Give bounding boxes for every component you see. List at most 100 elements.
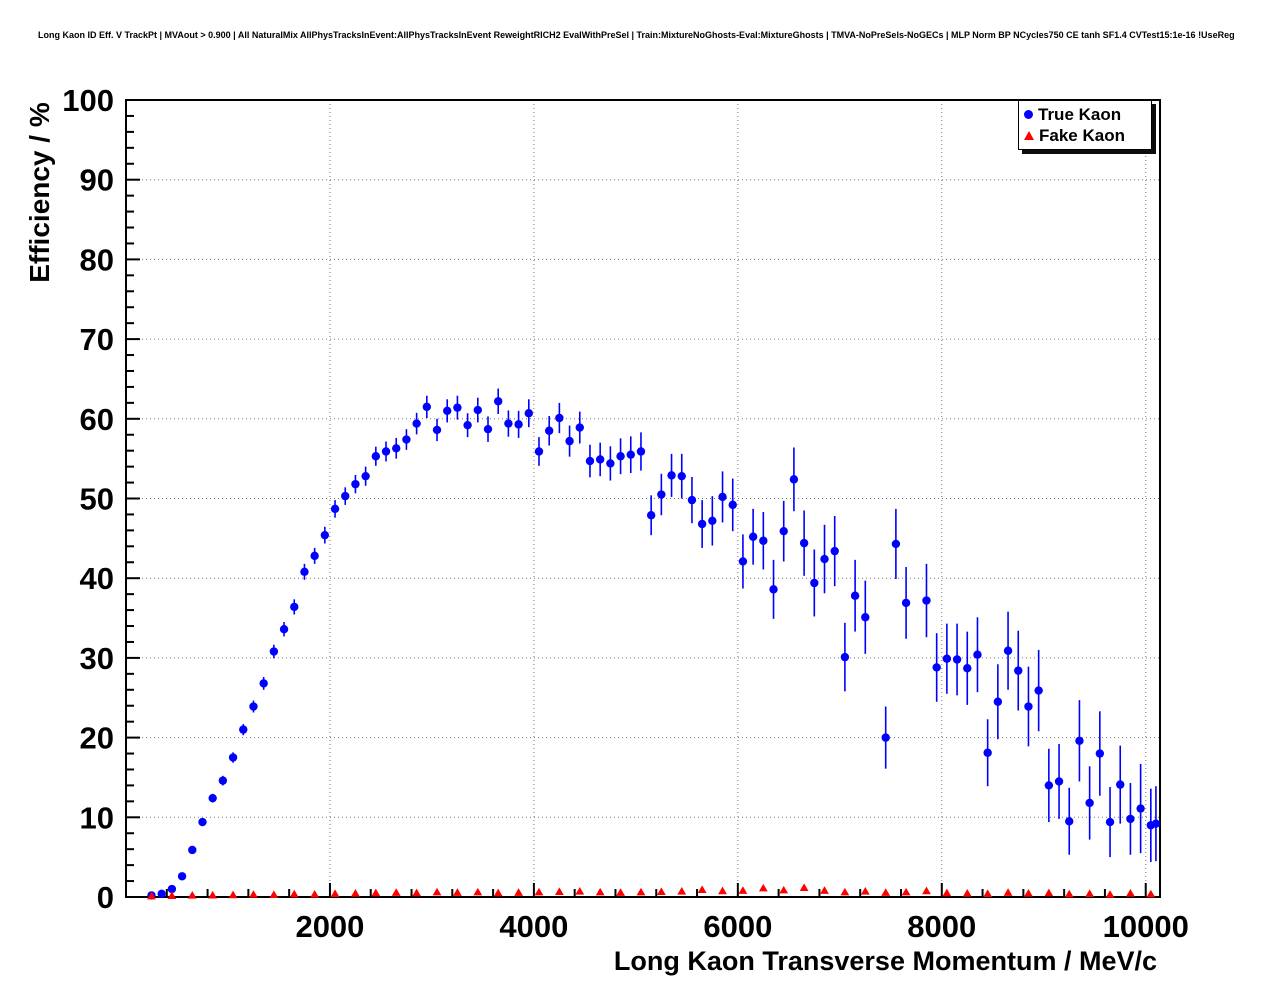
true-kaon-point <box>789 475 799 484</box>
y-tick-label: 50 <box>80 482 114 517</box>
true-kaon-point <box>320 530 330 540</box>
fake-kaon-point <box>575 887 585 895</box>
true-kaon-point <box>544 426 554 435</box>
fake-kaon-point <box>820 886 829 894</box>
true-kaon-point <box>443 406 452 416</box>
fake-kaon-point <box>677 887 687 895</box>
true-kaon-point <box>718 492 727 502</box>
true-kaon-point <box>1014 666 1023 675</box>
true-kaon-point <box>514 420 523 429</box>
fake-kaon-point <box>330 889 340 898</box>
true-kaon-point <box>738 557 748 566</box>
fake-kaon-point <box>167 891 177 900</box>
fake-kaon-point <box>595 887 605 896</box>
x-tick-label: 4000 <box>499 909 568 944</box>
true-kaon-point <box>483 424 493 434</box>
true-kaon-point <box>820 554 829 564</box>
fake-kaon-point <box>697 885 707 894</box>
fake-kaon-point <box>473 887 483 896</box>
true-kaon-point <box>952 655 962 664</box>
true-kaon-point <box>351 479 360 489</box>
true-kaon-point <box>239 725 248 734</box>
true-kaon-point <box>279 625 289 634</box>
y-tick-label: 100 <box>62 83 114 118</box>
true-kaon-point <box>697 519 707 529</box>
true-kaon-point <box>636 447 646 456</box>
true-kaon-point <box>769 585 778 594</box>
true-kaon-point <box>157 889 166 899</box>
legend-entry-fake-kaon: Fake Kaon <box>1019 126 1151 146</box>
true-kaon-point <box>402 435 411 444</box>
true-kaon-point <box>810 578 819 588</box>
true-kaon-point <box>973 650 982 659</box>
true-kaon-point <box>330 504 340 514</box>
fake-kaon-point <box>534 887 544 896</box>
true-kaon-point <box>392 444 401 453</box>
true-kaon-point <box>575 423 584 432</box>
true-kaon-point <box>177 872 187 881</box>
true-kaon-point <box>840 652 850 662</box>
true-kaon-point <box>534 447 544 456</box>
y-tick-label: 80 <box>80 242 114 277</box>
fake-kaon-point <box>1085 889 1095 898</box>
fake-kaon-point <box>412 888 422 897</box>
true-kaon-point <box>463 420 472 430</box>
true-kaon-point <box>1085 798 1094 808</box>
y-tick-label: 20 <box>80 721 114 756</box>
true-kaon-point <box>218 776 228 785</box>
x-tick-label: 10000 <box>1103 909 1189 944</box>
fake-kaon-point <box>391 888 401 896</box>
fake-kaon-point <box>738 886 748 894</box>
fake-kaon-point <box>718 886 727 895</box>
true-kaon-point <box>432 425 442 435</box>
fake-kaon-point <box>310 890 320 898</box>
fake-kaon-point <box>922 886 931 895</box>
y-tick-label: 30 <box>80 641 114 676</box>
fake-kaon-point <box>249 890 258 898</box>
true-kaon-point <box>524 409 533 418</box>
legend-entry-true-kaon: True Kaon <box>1019 104 1151 124</box>
true-kaon-point <box>341 491 350 501</box>
fake-kaon-point <box>636 887 646 896</box>
fake-kaon-point <box>962 889 972 897</box>
fake-kaon-point <box>881 888 891 896</box>
true-kaon-point <box>1075 736 1084 745</box>
true-kaon-point <box>1024 702 1033 711</box>
true-kaon-point <box>504 419 513 428</box>
true-kaon-point <box>626 450 635 459</box>
fake-kaon-point <box>901 887 911 896</box>
fake-kaon-point <box>656 887 666 896</box>
fake-kaon-point <box>208 890 218 899</box>
fake-kaon-point <box>554 887 564 896</box>
true-kaon-point <box>850 591 860 600</box>
fake-kaon-point <box>1064 889 1074 898</box>
fake-kaon-point <box>1105 890 1115 898</box>
fake-kaon-point <box>860 887 870 895</box>
x-tick-label: 6000 <box>703 909 772 944</box>
true-kaon-point <box>259 679 268 688</box>
fake-kaon-point <box>147 891 156 900</box>
true-kaon-point <box>371 452 381 461</box>
fake-kaon-point <box>432 887 442 896</box>
y-tick-label: 90 <box>80 163 114 198</box>
true-kaon-point <box>1044 781 1054 790</box>
true-kaon-point <box>748 532 758 541</box>
x-tick-label: 2000 <box>295 909 364 944</box>
y-tick-label: 40 <box>80 561 114 596</box>
legend: True Kaon Fake Kaon <box>1018 100 1152 150</box>
true-kaon-point <box>1065 817 1074 826</box>
true-kaon-point <box>677 471 686 481</box>
true-kaon-point <box>269 647 279 656</box>
true-kaon-point <box>412 419 421 428</box>
true-kaon-point <box>657 490 666 499</box>
true-kaon-point <box>861 613 870 622</box>
true-kaon-point <box>606 459 615 468</box>
fake-kaon-point <box>289 889 299 898</box>
true-kaon-point <box>1126 814 1135 824</box>
fake-kaon-point <box>942 888 952 897</box>
true-kaon-point <box>208 793 217 803</box>
fake-kaon-point <box>371 888 381 897</box>
true-kaon-point <box>249 702 258 711</box>
true-kaon-point <box>198 817 207 827</box>
